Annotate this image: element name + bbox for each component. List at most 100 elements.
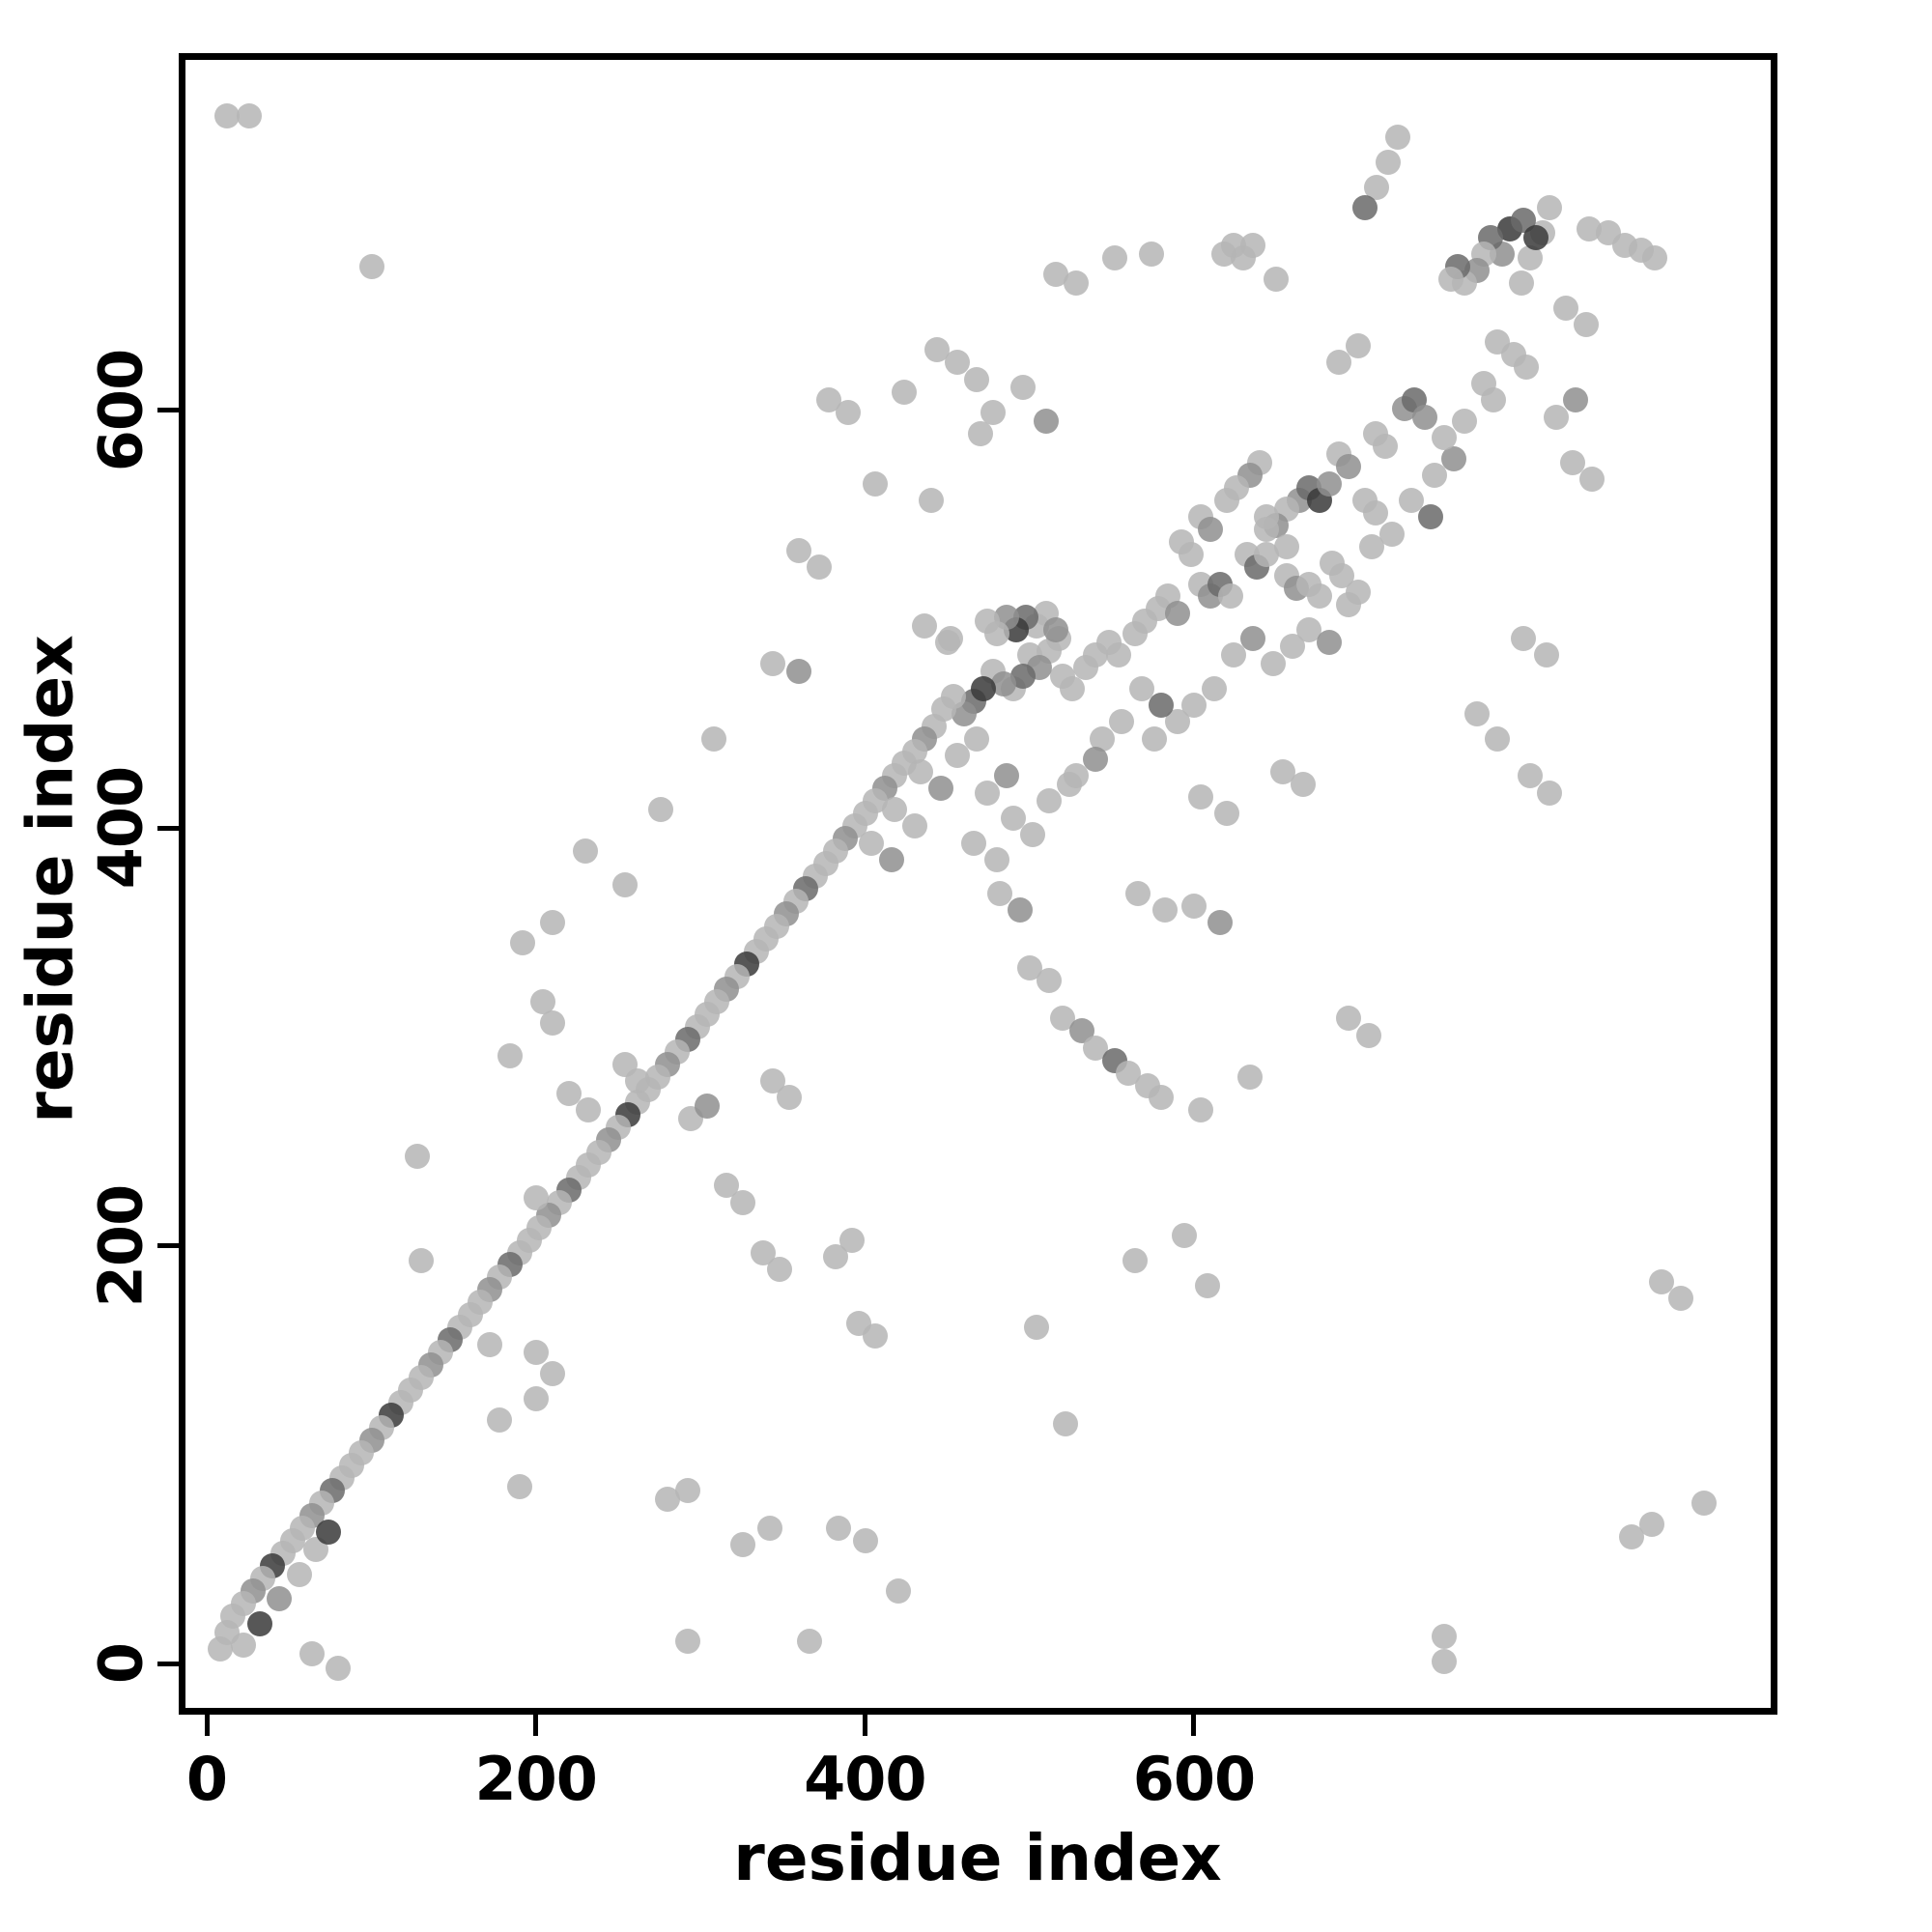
scatter-point <box>1240 625 1266 651</box>
scatter-point <box>1151 896 1178 923</box>
plot-area <box>179 53 1777 1715</box>
scatter-point <box>1178 542 1204 568</box>
y-tick-label-400: 400 <box>85 766 156 890</box>
scatter-point <box>878 846 904 872</box>
scatter-point <box>1128 675 1154 701</box>
scatter-point <box>892 379 918 405</box>
scatter-point <box>1187 784 1213 810</box>
scatter-point <box>299 1640 326 1666</box>
scatter-point <box>1237 1064 1264 1090</box>
scatter-point <box>730 1189 756 1215</box>
scatter-point <box>1010 375 1037 401</box>
scatter-point <box>971 675 997 701</box>
scatter-point <box>1533 642 1559 668</box>
scatter-point <box>944 742 970 768</box>
scatter-point <box>246 1611 272 1637</box>
x-tick-label-600: 600 <box>1132 1744 1256 1814</box>
scatter-point <box>267 1586 293 1612</box>
scatter-point <box>1543 404 1569 430</box>
scatter-point <box>987 880 1013 906</box>
scatter-point <box>1125 880 1151 906</box>
scatter-point <box>1043 617 1069 643</box>
scatter-point <box>1165 600 1191 626</box>
scatter-point <box>852 1527 878 1553</box>
y-tick-label-0: 0 <box>85 1642 156 1685</box>
scatter-point <box>1132 609 1158 635</box>
scatter-point <box>1217 583 1243 610</box>
scatter-point <box>1198 517 1224 543</box>
scatter-point <box>523 1340 549 1366</box>
scatter-point <box>908 759 934 785</box>
scatter-point <box>1221 642 1247 668</box>
scatter-point <box>1171 1223 1197 1249</box>
scatter-point <box>1421 463 1447 489</box>
scatter-point <box>497 1043 523 1069</box>
scatter-point <box>207 1636 233 1662</box>
scatter-point <box>1326 350 1352 376</box>
scatter-point <box>1553 296 1579 322</box>
scatter-point <box>1194 1273 1220 1299</box>
scatter-point <box>326 1655 352 1681</box>
scatter-point <box>911 612 937 639</box>
scatter-point <box>1517 763 1543 789</box>
scatter-point <box>523 1185 549 1211</box>
scatter-point <box>1122 1248 1148 1274</box>
y-tick-600 <box>157 408 179 412</box>
scatter-point <box>539 909 565 935</box>
scatter-point <box>960 830 986 856</box>
scatter-point <box>983 846 1009 872</box>
scatter-point <box>1563 387 1589 413</box>
scatter-point <box>806 554 832 581</box>
scatter-point <box>1273 533 1299 559</box>
x-tick-600 <box>1191 1715 1197 1736</box>
scatter-point <box>1201 675 1227 701</box>
scatter-point <box>862 470 888 497</box>
scatter-point <box>1484 725 1510 752</box>
scatter-point <box>611 871 638 897</box>
scatter-point <box>1691 1491 1718 1516</box>
scatter-point <box>1638 1511 1664 1537</box>
scatter-point <box>964 725 990 752</box>
scatter-point <box>1181 893 1208 919</box>
scatter-point <box>237 103 263 129</box>
x-tick-label-200: 200 <box>474 1744 597 1814</box>
scatter-point <box>964 366 990 392</box>
scatter-point <box>1316 470 1342 497</box>
scatter-point <box>796 1628 822 1654</box>
scatter-point <box>1668 1286 1694 1312</box>
scatter-point <box>1056 772 1082 798</box>
scatter-point <box>1451 408 1477 434</box>
scatter-point <box>1509 270 1535 297</box>
scatter-point <box>1109 709 1135 735</box>
scatter-point <box>1290 772 1316 798</box>
scatter-point <box>1642 245 1668 271</box>
scatter-point <box>786 537 812 563</box>
scatter-point <box>1053 1410 1079 1436</box>
scatter-point <box>1063 270 1089 297</box>
scatter-point <box>1142 725 1168 752</box>
scatter-point <box>1149 1085 1175 1111</box>
scatter-point <box>700 725 726 752</box>
scatter-point <box>694 1094 720 1120</box>
scatter-point <box>1240 233 1266 259</box>
scatter-point <box>974 609 1000 635</box>
scatter-point <box>1037 788 1063 814</box>
x-tick-label-0: 0 <box>185 1744 228 1814</box>
scatter-point <box>826 1515 852 1541</box>
scatter-point <box>1352 195 1378 221</box>
scatter-point <box>539 1360 565 1386</box>
y-tick-400 <box>157 825 179 831</box>
scatter-point <box>882 797 908 823</box>
scatter-point <box>1336 454 1362 480</box>
scatter-point <box>1346 580 1372 606</box>
scatter-point <box>1376 149 1402 175</box>
scatter-point <box>1037 968 1063 994</box>
scatter-point <box>1181 692 1208 718</box>
scatter-point <box>993 763 1019 789</box>
scatter-point <box>1378 521 1405 547</box>
scatter-point <box>766 1256 792 1282</box>
scatter-point <box>523 1385 549 1411</box>
scatter-point <box>1432 425 1458 451</box>
scatter-point <box>777 1085 803 1111</box>
